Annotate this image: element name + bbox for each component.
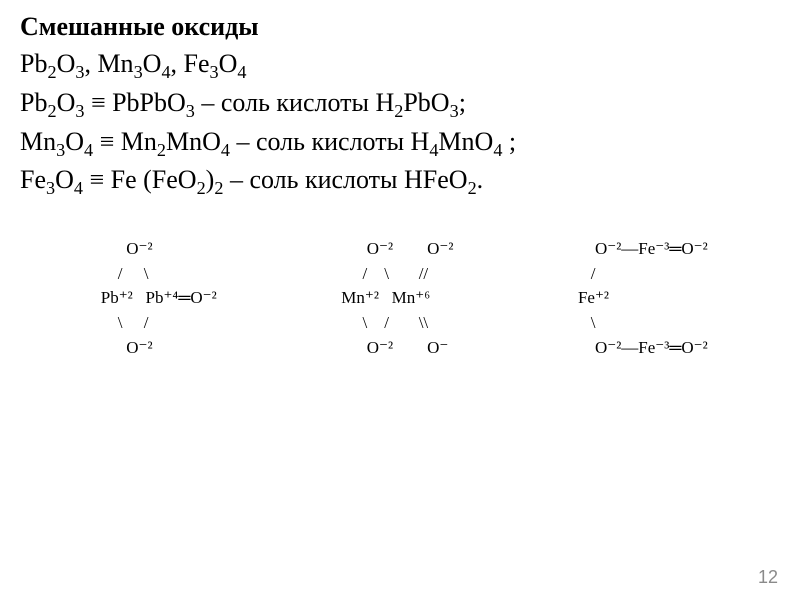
diagram-mn3o4: O⁻² O⁻² / \ // Mn⁺² Mn⁺⁶ \ / \\ O⁻² O⁻: [341, 237, 453, 360]
structure-diagrams: O⁻² / \ Pb⁺² Pb⁺⁴═O⁻² \ / O⁻² O⁻² O⁻² / …: [20, 237, 780, 360]
formula-line-2: Pb2O3 ≡ PbPbO3 – соль кислоты H2PbO3;: [20, 85, 780, 124]
formula-line-1: Pb2O3, Mn3O4, Fe3O4: [20, 46, 780, 85]
diagram-fe3o4: O⁻²―Fe⁻³═O⁻² / Fe⁺² \ O⁻²―Fe⁻³═O⁻²: [578, 237, 708, 360]
formula-line-3: Mn3O4 ≡ Mn2MnO4 – соль кислоты H4MnO4 ;: [20, 124, 780, 163]
formula-line-4: Fe3O4 ≡ Fe (FeO2)2 – соль кислоты HFeO2.: [20, 162, 780, 201]
page-number: 12: [758, 567, 778, 588]
page-title: Смешанные оксиды: [20, 12, 780, 42]
diagram-pb2o3: O⁻² / \ Pb⁺² Pb⁺⁴═O⁻² \ / O⁻²: [92, 237, 217, 360]
